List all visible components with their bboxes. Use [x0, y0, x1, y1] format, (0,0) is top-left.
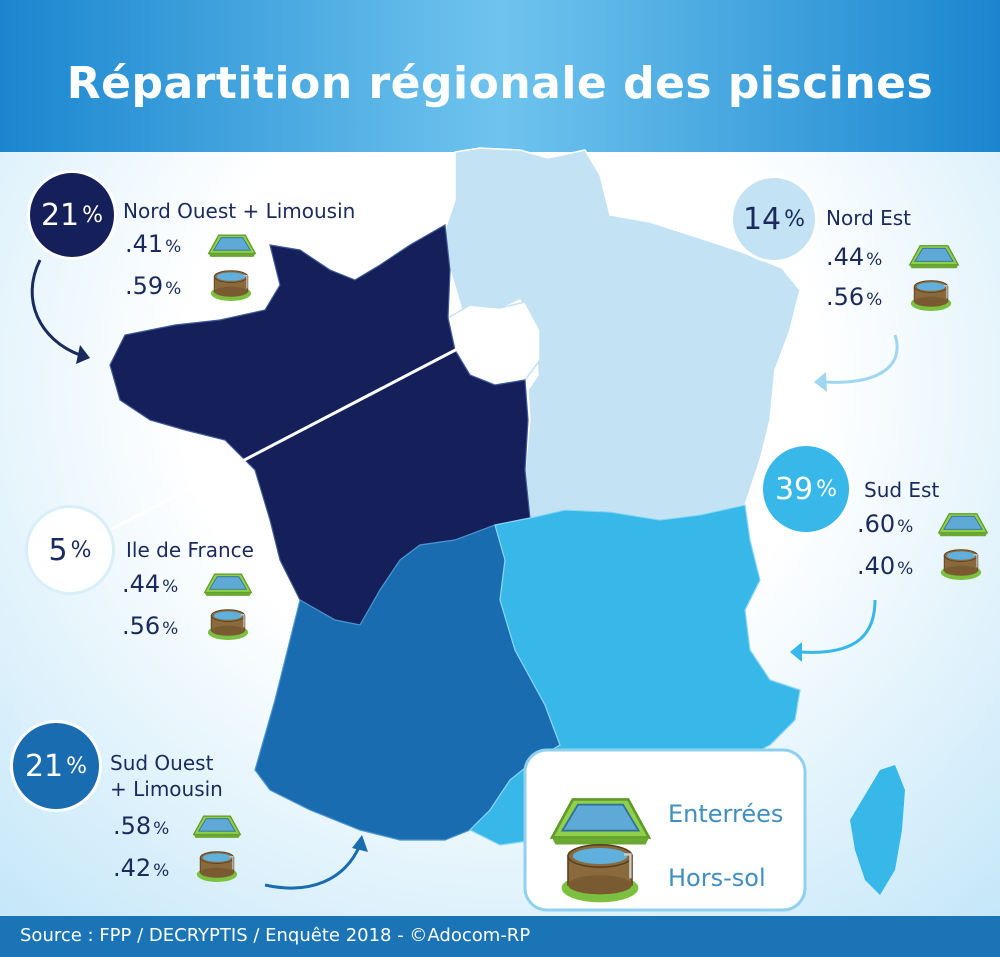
- enterrees-share-nord-ouest: .41%: [125, 230, 182, 258]
- source-bar: Source : FPP / DECRYPTIS / Enquête 2018 …: [0, 916, 1000, 957]
- above-ground-pool-icon: [210, 268, 252, 302]
- enterrees-share-sud-ouest: .58%: [113, 812, 170, 840]
- curved-arrow-icon: [264, 844, 362, 890]
- share-value: 21: [40, 197, 80, 233]
- above-ground-pool-icon: [196, 849, 238, 883]
- region-name-sud-ouest: Sud Ouest + Limousin: [110, 751, 223, 801]
- share-badge-nord-ouest: 21%: [27, 170, 117, 260]
- legend-hors-sol: Hors-sol: [668, 864, 766, 892]
- curved-arrow-icon: [824, 334, 899, 384]
- hors-sol-share-sud-ouest: .42%: [113, 854, 170, 882]
- hors-sol-share-ile-de-france: .56%: [122, 612, 179, 640]
- region-name-ile-de-france: Ile de France: [126, 538, 254, 562]
- share-value: 14: [742, 201, 782, 237]
- hors-sol-share-sud-est: .40%: [857, 552, 914, 580]
- above-ground-pool-icon: [910, 278, 952, 312]
- curved-arrow-icon: [799, 599, 877, 654]
- share-badge-ile-de-france: 5%: [25, 505, 115, 595]
- region-name-sud-est: Sud Est: [864, 478, 940, 502]
- inground-pool-icon: [207, 233, 257, 259]
- above-ground-pool-icon: [560, 840, 640, 904]
- share-badge-nord-est: 14%: [730, 175, 818, 263]
- legend-enterrees: Enterrées: [668, 800, 784, 828]
- hors-sol-share-nord-ouest: .59%: [125, 272, 182, 300]
- share-badge-sud-est: 39%: [760, 443, 852, 535]
- above-ground-pool-icon: [940, 547, 982, 581]
- region-corse: [850, 765, 905, 895]
- ile-de-france-connector: [109, 343, 466, 532]
- inground-pool-icon: [203, 572, 253, 598]
- inground-pool-icon: [937, 512, 989, 538]
- enterrees-share-ile-de-france: .44%: [122, 570, 179, 598]
- share-value: 39: [774, 471, 814, 507]
- source-text: Source : FPP / DECRYPTIS / Enquête 2018 …: [20, 925, 531, 946]
- enterrees-share-sud-est: .60%: [857, 510, 914, 538]
- inground-pool-icon: [192, 814, 242, 840]
- curved-arrow-icon: [30, 259, 81, 357]
- share-badge-sud-ouest: 21%: [10, 720, 102, 812]
- region-name-nord-est: Nord Est: [826, 206, 912, 230]
- region-name-nord-ouest: Nord Ouest + Limousin: [123, 199, 356, 223]
- page-title: Répartition régionale des piscines: [66, 58, 934, 109]
- title-banner: [0, 0, 1000, 152]
- share-value: 21: [24, 748, 64, 784]
- above-ground-pool-icon: [207, 607, 249, 641]
- inground-pool-icon: [908, 244, 960, 270]
- enterrees-share-nord-est: .44%: [826, 243, 883, 271]
- share-value: 5: [48, 532, 68, 568]
- hors-sol-share-nord-est: .56%: [826, 283, 883, 311]
